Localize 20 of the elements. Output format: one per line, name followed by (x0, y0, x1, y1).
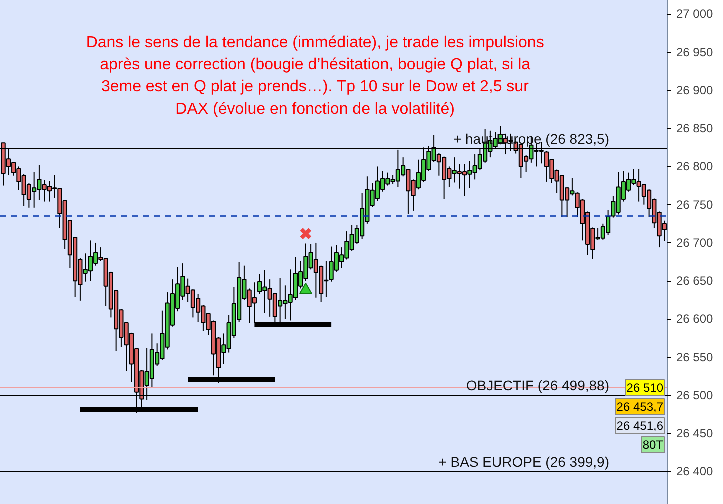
y-tick-label: 26 400 (676, 464, 714, 479)
y-tick-label: 26 750 (676, 198, 714, 212)
annotation: 80T (642, 438, 664, 452)
y-tick-label: 26 650 (676, 274, 714, 288)
annotation: Dans le sens de la tendance (immédiate), je trade les impulsions après une correction (bougie d’hésitation, bougie Q plat, si la 3eme est en Q plat je prends…). Tp 10 sur le Dow et 2,5 sur DAX (évolue en fonction de la volatilité) (86, 34, 544, 118)
ref-line-label: OBJECTIF (26 499,88) (466, 378, 610, 394)
y-tick-label: 26 700 (676, 236, 714, 250)
annotation: 26 451,6 (616, 418, 664, 433)
y-tick-label: 26 500 (676, 388, 714, 402)
y-tick-label: 26 450 (676, 426, 714, 441)
annotation: 26 453,7 (616, 400, 664, 414)
annotation: 26 510 (626, 380, 664, 395)
y-tick-label: 26 600 (676, 312, 714, 326)
y-tick-label: 27 000 (676, 7, 714, 22)
y-tick-label: 26 900 (676, 83, 714, 98)
y-tick-label: 26 850 (676, 122, 714, 136)
y-tick-label: 26 950 (676, 45, 714, 60)
y-tick-label: 26 800 (676, 160, 714, 174)
y-tick-label: 26 550 (676, 350, 714, 364)
ref-line-label: + BAS EUROPE (26 399,9) (438, 454, 610, 470)
